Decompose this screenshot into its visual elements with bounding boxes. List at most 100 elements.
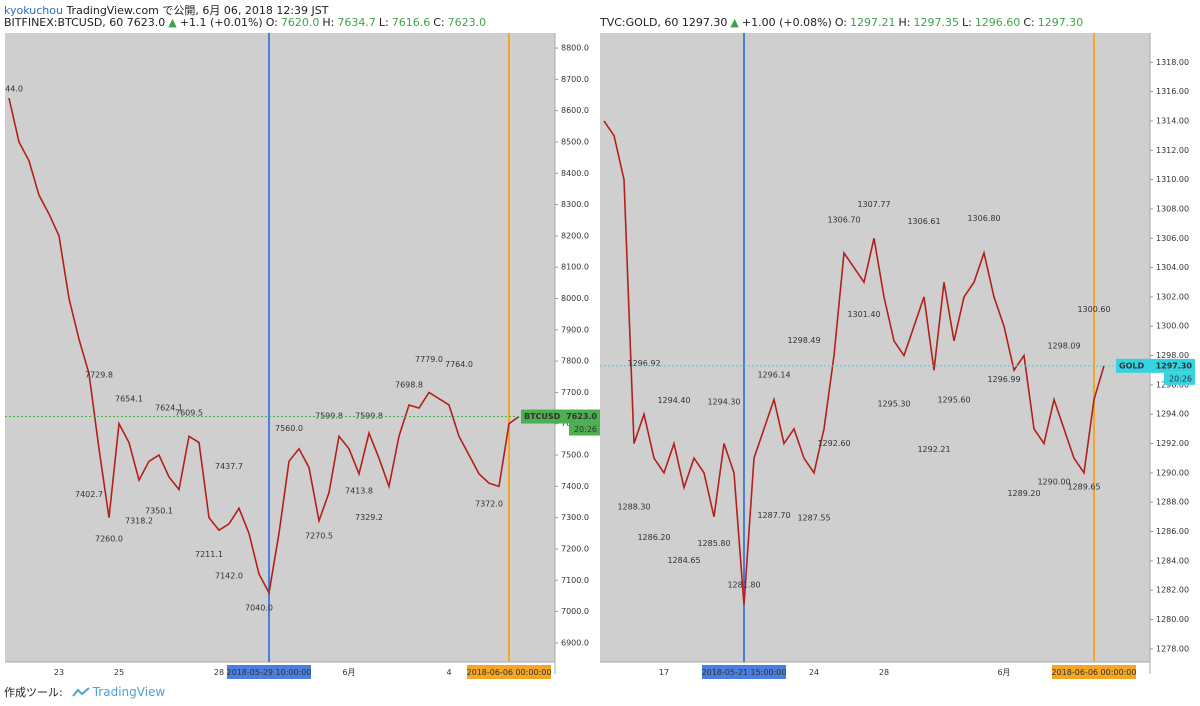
- x-tick-label: 2018-06-06 00:00:00: [467, 668, 552, 677]
- y-tick-label: 1290.00: [1156, 468, 1189, 477]
- x-tick-label: 6月: [342, 668, 355, 677]
- high-low-label: 1292.21: [917, 445, 950, 454]
- countdown-bg: [1164, 372, 1195, 385]
- price-axis: [1150, 33, 1195, 674]
- x-tick-label: 23: [54, 668, 64, 677]
- high-low-label: 7764.0: [445, 360, 473, 369]
- high-low-label: 1306.80: [967, 214, 1000, 223]
- brand[interactable]: TradingView: [92, 685, 166, 699]
- price-tag-name: BTCUSD: [524, 412, 561, 421]
- y-tick-label: 1294.00: [1156, 410, 1189, 419]
- x-tick-label: 24: [809, 668, 819, 677]
- legend-part: ▲: [168, 16, 177, 29]
- high-low-label: 1289.20: [1007, 489, 1040, 498]
- legend-part: TVC:GOLD, 60 1297.30: [600, 16, 728, 29]
- y-tick-label: 1284.00: [1156, 556, 1189, 565]
- high-low-label: 1296.14: [757, 370, 790, 379]
- y-tick-label: 6900.0: [561, 638, 589, 647]
- date-badge: [467, 665, 551, 679]
- x-tick-label: 25: [114, 668, 124, 677]
- y-tick-label: 1292.00: [1156, 439, 1189, 448]
- user-link[interactable]: kyokuchou: [4, 4, 63, 17]
- y-tick-label: 1300.00: [1156, 322, 1189, 331]
- price-tag: [521, 409, 600, 424]
- high-low-label: 7729.8: [85, 371, 113, 380]
- high-low-label: 7698.8: [395, 380, 423, 389]
- high-low-label: 7654.1: [115, 394, 143, 403]
- date-badge: [702, 665, 786, 679]
- y-tick-label: 1278.00: [1156, 644, 1189, 653]
- x-tick-label: 2018-05-21 15:00:00: [702, 668, 787, 677]
- high-low-label: 1285.80: [697, 539, 730, 548]
- y-tick-label: 7800.0: [561, 357, 589, 366]
- high-low-label: 7402.7: [75, 490, 103, 499]
- publish-info: kyokuchou TradingView.com で公開, 6月 06, 20…: [4, 2, 332, 18]
- high-low-label: 7413.8: [345, 487, 373, 496]
- y-tick-label: 1316.00: [1156, 87, 1189, 96]
- made-with: 作成ツール:: [4, 686, 63, 699]
- high-low-label: 7318.2: [125, 516, 153, 525]
- legend-part: ▲: [730, 16, 739, 29]
- legend-part: H:: [322, 16, 335, 29]
- legend-part: 7634.7: [337, 16, 376, 29]
- legend-part: 1297.35: [913, 16, 959, 29]
- high-low-label: 1281.80: [727, 581, 760, 590]
- high-low-label: 7599.8: [315, 411, 343, 420]
- y-tick-label: 8600.0: [561, 106, 589, 115]
- y-tick-label: 1298.00: [1156, 351, 1189, 360]
- y-tick-label: 1312.00: [1156, 146, 1189, 155]
- y-tick-label: 1304.00: [1156, 263, 1189, 272]
- high-low-label: 1298.49: [787, 336, 820, 345]
- high-low-label: 1287.70: [757, 511, 790, 520]
- price-line: [603, 120, 1105, 605]
- high-low-label: 1306.61: [907, 217, 940, 226]
- countdown: 20:26: [1169, 374, 1192, 383]
- y-tick-label: 7200.0: [561, 544, 589, 553]
- y-tick-label: 1286.00: [1156, 527, 1189, 536]
- high-low-label: 1286.20: [637, 533, 670, 542]
- legend-part: 1296.60: [974, 16, 1021, 29]
- y-tick-label: 8300.0: [561, 200, 589, 209]
- legend-part: O:: [834, 16, 847, 29]
- high-low-label: 1287.55: [797, 513, 830, 522]
- high-low-label: 7560.0: [275, 424, 303, 433]
- legend-part: L:: [961, 16, 972, 29]
- price-line: [8, 97, 520, 596]
- high-low-label: 7350.1: [145, 506, 173, 515]
- x-tick-label: 2018-06-06 00:00:00: [1052, 668, 1137, 677]
- legend-part: 7623.0: [447, 16, 487, 29]
- y-tick-label: 7500.0: [561, 451, 589, 460]
- symbol-legend: BITFINEX:BTCUSD, 60 7623.0 ▲ +1.1 (+0.01%)…: [4, 16, 489, 29]
- y-tick-label: 8800.0: [561, 44, 589, 53]
- y-tick-label: 8000.0: [561, 294, 589, 303]
- price-axis: [555, 33, 600, 674]
- y-tick-label: 8500.0: [561, 137, 589, 146]
- high-low-label: 1294.30: [707, 397, 740, 406]
- legend-part: 1297.21: [849, 16, 896, 29]
- countdown-bg: [569, 423, 600, 436]
- plot: 1296.92 1294.40 1294.30 1288.30 1286.20 1284.…: [603, 33, 1111, 662]
- price-tag-value: 1297.30: [1156, 361, 1193, 370]
- x-tick-label: 28: [214, 668, 224, 677]
- date-badge: [1052, 665, 1136, 679]
- y-tick-label: 7700.0: [561, 388, 589, 397]
- high-low-label: 7329.2: [355, 513, 383, 522]
- y-tick-label: 7600.0: [561, 419, 589, 428]
- plot-area: [5, 33, 555, 662]
- high-low-label: 7260.0: [95, 535, 123, 544]
- symbol-legend: TVC:GOLD, 60 1297.30 ▲ +1.00 (+0.08%) O: 129…: [600, 16, 1086, 29]
- publish-text: TradingView.com で公開, 6月 06, 2018 12:39 J…: [62, 4, 329, 17]
- y-tick-label: 7100.0: [561, 576, 589, 585]
- high-low-label: 8644.0: [0, 84, 23, 93]
- price-tag-value: 7623.0: [566, 412, 597, 421]
- y-tick-label: 1280.00: [1156, 615, 1189, 624]
- y-tick-label: 7000.0: [561, 607, 589, 616]
- x-tick-label: 6月: [997, 668, 1010, 677]
- y-tick-label: 1314.00: [1156, 116, 1189, 125]
- high-low-label: 1294.40: [657, 396, 690, 405]
- legend-part: L:: [378, 16, 389, 29]
- high-low-label: 1284.65: [667, 556, 700, 565]
- high-low-label: 1300.60: [1077, 305, 1110, 314]
